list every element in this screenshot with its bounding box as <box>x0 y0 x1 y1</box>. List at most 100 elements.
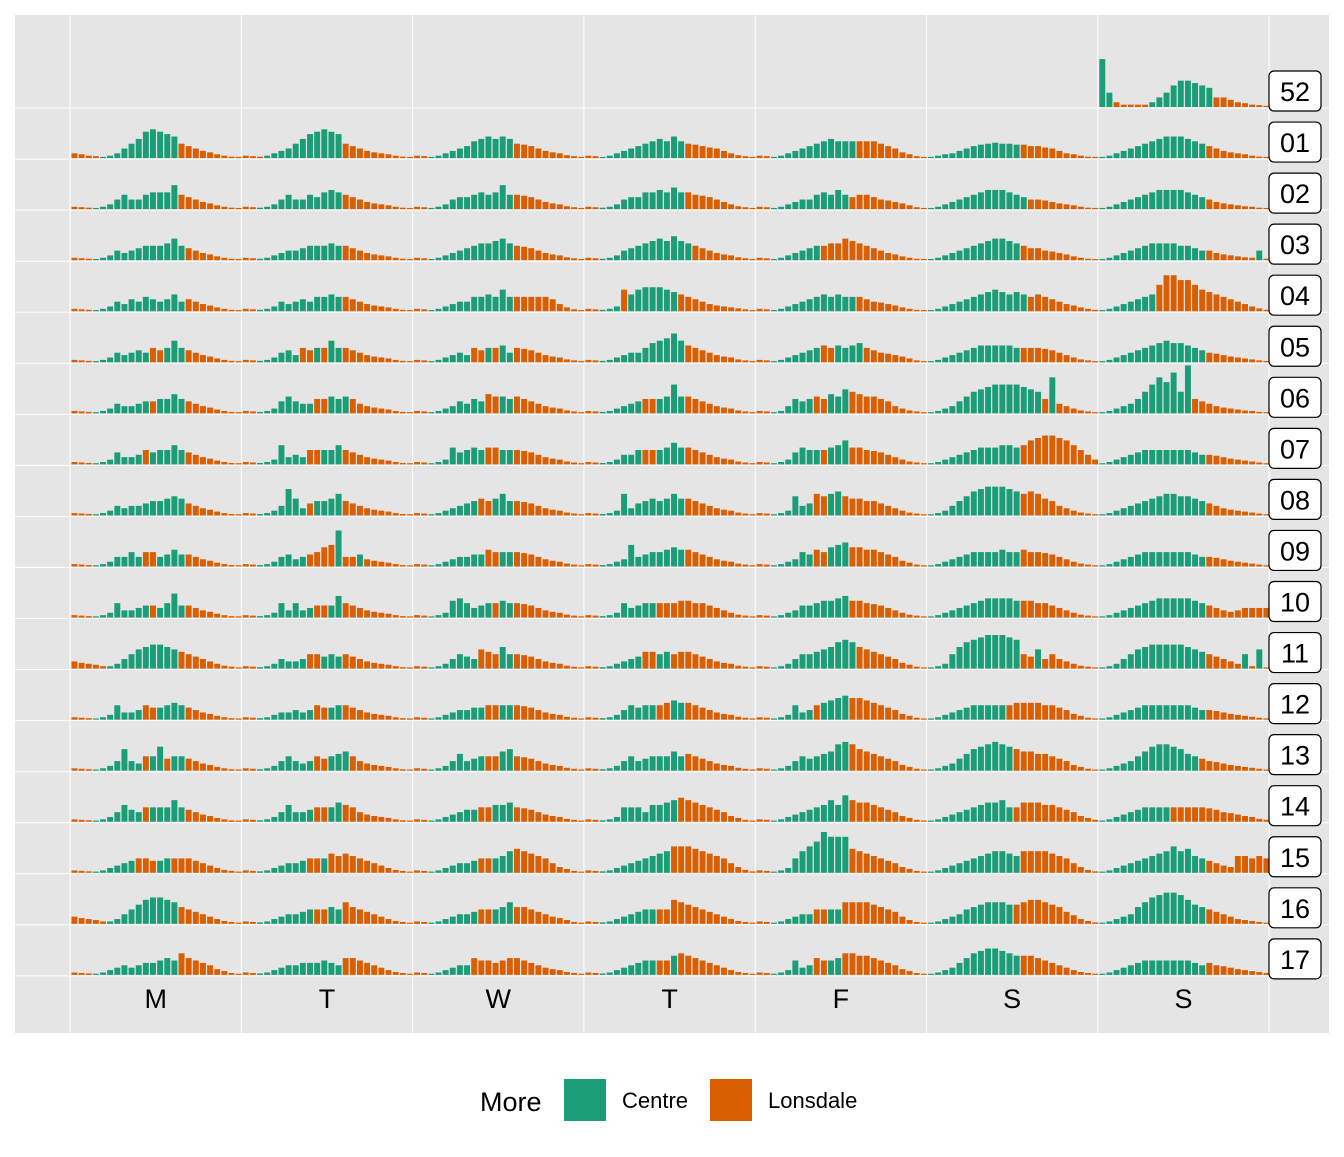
bar-centre <box>128 250 135 261</box>
bar-centre <box>635 146 642 159</box>
bar-centre <box>299 712 306 720</box>
bar-lonsdale <box>321 347 328 363</box>
bar-centre <box>1163 598 1170 618</box>
bar-centre <box>107 816 114 822</box>
bar-centre <box>792 398 799 414</box>
bar-lonsdale <box>1085 411 1091 414</box>
bar-lonsdale <box>542 201 549 210</box>
bar-lonsdale <box>685 651 692 669</box>
bar-centre <box>820 649 827 669</box>
bar-lonsdale <box>71 717 78 720</box>
bar-centre <box>299 962 306 975</box>
bar-centre <box>970 858 977 873</box>
bar-centre <box>1170 960 1177 975</box>
bar-lonsdale <box>721 967 727 975</box>
bar-centre <box>935 410 942 414</box>
bar-lonsdale <box>514 552 520 567</box>
bar-lonsdale <box>399 462 406 465</box>
bar-centre <box>977 144 984 159</box>
bar-centre <box>835 598 842 618</box>
bar-lonsdale <box>899 408 906 414</box>
bar-centre <box>1006 384 1013 414</box>
bar-centre <box>142 401 149 414</box>
bar-lonsdale <box>392 615 399 618</box>
bar-lonsdale <box>399 667 406 669</box>
bar-lonsdale <box>906 358 913 363</box>
bar-centre <box>285 554 292 567</box>
bar-lonsdale <box>885 607 892 618</box>
bar-centre <box>970 603 977 618</box>
bar-lonsdale <box>364 201 371 210</box>
bar-centre <box>428 820 435 822</box>
bar-lonsdale <box>742 869 749 873</box>
week-label-12: 12 <box>1268 682 1322 725</box>
bar-centre <box>1006 637 1013 669</box>
bar-lonsdale <box>813 705 820 720</box>
bar-centre <box>478 605 485 618</box>
bar-lonsdale <box>1077 563 1084 567</box>
bar-centre <box>1127 556 1134 567</box>
bar-centre <box>164 554 171 567</box>
bar-lonsdale <box>885 554 892 567</box>
bar-centre <box>1177 450 1184 465</box>
bar-lonsdale <box>514 958 520 975</box>
bar-lonsdale <box>221 462 228 465</box>
bar-lonsdale <box>728 307 735 312</box>
bar-lonsdale <box>656 603 663 618</box>
bar-lonsdale <box>899 203 906 210</box>
bar-centre <box>328 189 335 210</box>
bar-centre <box>806 450 813 465</box>
bar-lonsdale <box>414 359 421 363</box>
bar-lonsdale <box>585 768 592 771</box>
bar-centre <box>92 973 99 975</box>
bar-lonsdale <box>249 156 256 159</box>
bar-lonsdale <box>1249 512 1256 516</box>
week-label-text: 06 <box>1280 383 1310 413</box>
bar-centre <box>456 148 463 159</box>
bar-lonsdale <box>692 756 699 771</box>
bar-lonsdale <box>235 463 242 465</box>
bar-lonsdale <box>849 547 856 567</box>
bar-centre <box>671 442 677 465</box>
bar-lonsdale <box>357 403 363 414</box>
bar-centre <box>1142 902 1149 924</box>
bar-lonsdale <box>235 310 242 312</box>
bar-lonsdale <box>892 406 899 414</box>
bar-lonsdale <box>192 656 199 669</box>
bar-centre <box>435 513 442 516</box>
bar-centre <box>985 447 992 465</box>
bar-lonsdale <box>563 359 570 363</box>
bar-lonsdale <box>399 156 406 159</box>
bar-lonsdale <box>378 865 385 873</box>
bar-centre <box>1142 705 1149 720</box>
bar-lonsdale <box>349 452 356 465</box>
bar-lonsdale <box>85 919 92 924</box>
bar-lonsdale <box>1035 438 1041 465</box>
bar-lonsdale <box>349 856 356 873</box>
bar-lonsdale <box>685 143 692 159</box>
bar-centre <box>992 948 999 975</box>
bar-centre <box>956 352 963 363</box>
bar-centre <box>949 967 956 975</box>
bar-lonsdale <box>728 153 735 159</box>
week-label-text: 14 <box>1280 792 1310 822</box>
bar-lonsdale <box>192 403 199 414</box>
bar-lonsdale <box>1242 511 1248 516</box>
bar-centre <box>428 871 435 873</box>
bar-centre <box>299 610 306 618</box>
bar-centre <box>649 498 656 516</box>
bar-lonsdale <box>870 856 877 873</box>
bar-centre <box>499 185 506 210</box>
bar-centre <box>949 406 956 414</box>
bar-centre <box>121 863 128 873</box>
bar-centre <box>157 960 164 975</box>
bar-centre <box>606 462 613 465</box>
bar-lonsdale <box>685 296 692 312</box>
bar-lonsdale <box>756 972 763 975</box>
bar-lonsdale <box>1049 435 1056 465</box>
bar-lonsdale <box>364 610 371 618</box>
bar-lonsdale <box>713 914 720 924</box>
bar-lonsdale <box>514 450 520 465</box>
bar-lonsdale <box>906 461 913 465</box>
bar-centre <box>778 921 785 924</box>
